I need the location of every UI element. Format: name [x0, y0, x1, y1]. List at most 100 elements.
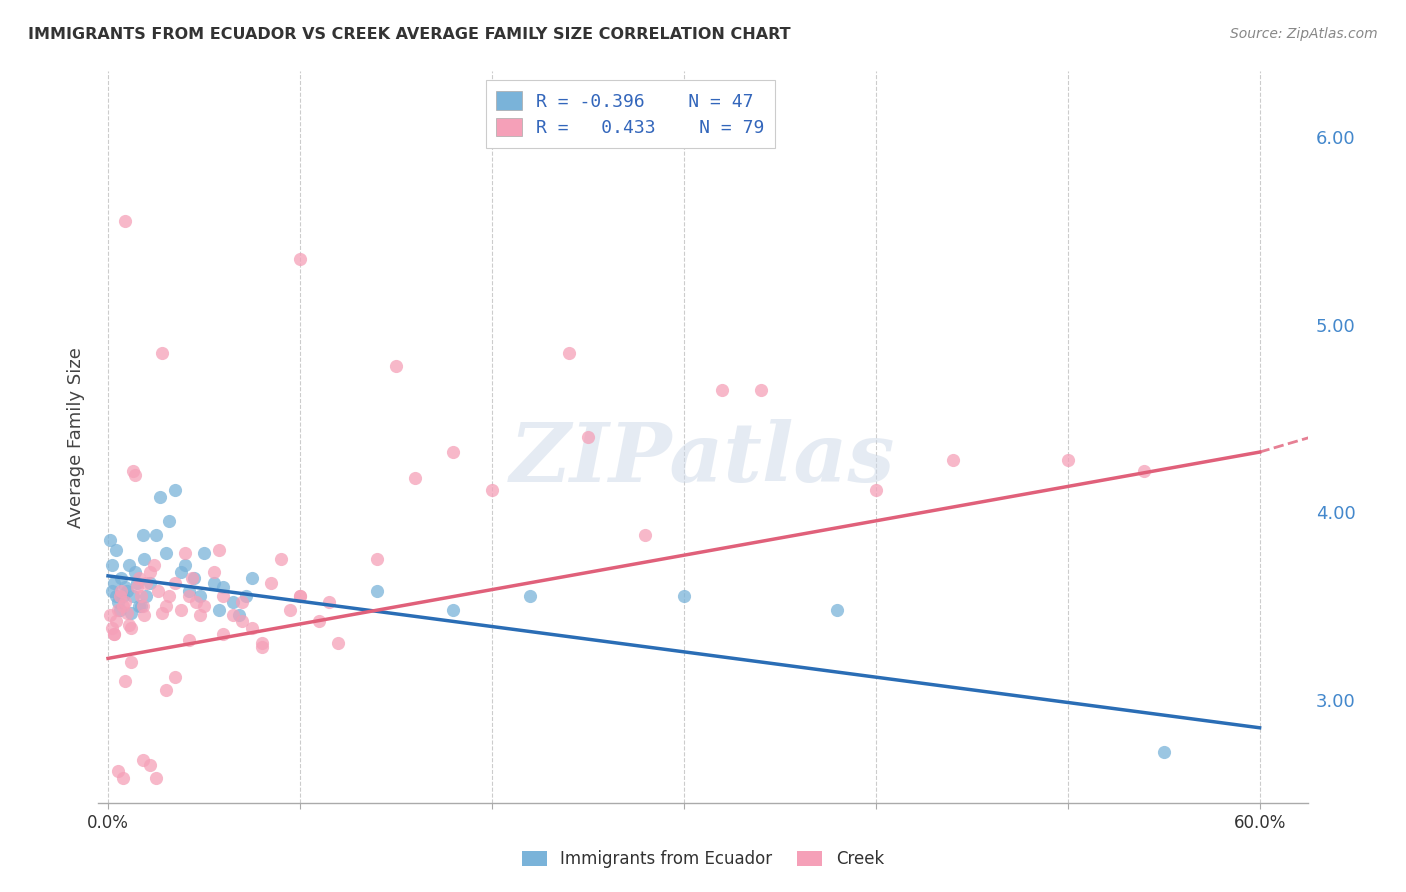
- Point: [222, 608, 245, 623]
- Point: [519, 590, 541, 604]
- Point: [250, 640, 273, 654]
- Point: [385, 359, 408, 373]
- Point: [129, 590, 152, 604]
- Point: [131, 527, 153, 541]
- Point: [288, 252, 311, 266]
- Point: [103, 576, 125, 591]
- Legend: R = -0.396    N = 47, R =   0.433    N = 79: R = -0.396 N = 47, R = 0.433 N = 79: [485, 80, 775, 148]
- Y-axis label: Average Family Size: Average Family Size: [66, 347, 84, 527]
- Point: [235, 590, 257, 604]
- Point: [112, 772, 135, 786]
- Point: [145, 772, 167, 786]
- Point: [110, 571, 132, 585]
- Point: [155, 683, 177, 698]
- Point: [101, 583, 124, 598]
- Point: [128, 571, 150, 585]
- Point: [139, 576, 162, 591]
- Point: [212, 627, 235, 641]
- Point: [139, 565, 162, 579]
- Point: [112, 590, 135, 604]
- Point: [120, 655, 142, 669]
- Point: [173, 558, 195, 572]
- Point: [108, 590, 131, 604]
- Point: [941, 452, 963, 467]
- Point: [118, 558, 141, 572]
- Point: [222, 595, 245, 609]
- Point: [308, 614, 330, 628]
- Point: [110, 583, 132, 598]
- Point: [177, 583, 200, 598]
- Point: [576, 430, 599, 444]
- Point: [145, 527, 167, 541]
- Point: [107, 595, 129, 609]
- Point: [165, 483, 187, 497]
- Point: [150, 607, 173, 621]
- Point: [181, 571, 204, 585]
- Point: [177, 590, 200, 604]
- Point: [131, 753, 153, 767]
- Point: [170, 602, 193, 616]
- Point: [183, 571, 205, 585]
- Point: [114, 580, 136, 594]
- Point: [711, 383, 734, 397]
- Point: [107, 602, 129, 616]
- Point: [634, 527, 657, 541]
- Point: [149, 490, 172, 504]
- Point: [114, 673, 136, 688]
- Point: [114, 214, 136, 228]
- Point: [125, 576, 148, 591]
- Point: [212, 590, 235, 604]
- Point: [104, 614, 127, 628]
- Point: [103, 627, 125, 641]
- Point: [115, 607, 138, 621]
- Point: [165, 576, 187, 591]
- Point: [827, 602, 849, 616]
- Point: [108, 602, 131, 616]
- Point: [865, 483, 887, 497]
- Point: [101, 621, 124, 635]
- Point: [135, 590, 157, 604]
- Text: ZIPatlas: ZIPatlas: [510, 419, 896, 499]
- Point: [125, 580, 148, 594]
- Point: [139, 758, 162, 772]
- Point: [1056, 452, 1078, 467]
- Point: [270, 552, 292, 566]
- Point: [120, 607, 142, 621]
- Point: [118, 617, 141, 632]
- Point: [366, 552, 388, 566]
- Point: [112, 599, 135, 613]
- Point: [188, 608, 211, 623]
- Point: [193, 546, 215, 560]
- Point: [122, 590, 145, 604]
- Point: [231, 595, 253, 609]
- Point: [240, 621, 263, 635]
- Point: [250, 636, 273, 650]
- Point: [124, 467, 146, 482]
- Point: [134, 608, 156, 623]
- Point: [280, 602, 302, 616]
- Point: [122, 464, 145, 478]
- Point: [143, 558, 166, 572]
- Point: [177, 632, 200, 647]
- Point: [1153, 745, 1175, 759]
- Point: [98, 608, 121, 623]
- Point: [318, 595, 340, 609]
- Point: [170, 565, 193, 579]
- Point: [135, 576, 157, 591]
- Point: [159, 515, 181, 529]
- Point: [107, 764, 129, 778]
- Legend: Immigrants from Ecuador, Creek: Immigrants from Ecuador, Creek: [516, 844, 890, 875]
- Point: [155, 546, 177, 560]
- Point: [366, 583, 388, 598]
- Point: [328, 636, 350, 650]
- Point: [404, 471, 426, 485]
- Point: [146, 583, 169, 598]
- Point: [202, 565, 225, 579]
- Point: [202, 576, 225, 591]
- Point: [231, 614, 253, 628]
- Point: [212, 580, 235, 594]
- Point: [129, 599, 152, 613]
- Point: [443, 602, 465, 616]
- Point: [134, 552, 156, 566]
- Point: [208, 602, 231, 616]
